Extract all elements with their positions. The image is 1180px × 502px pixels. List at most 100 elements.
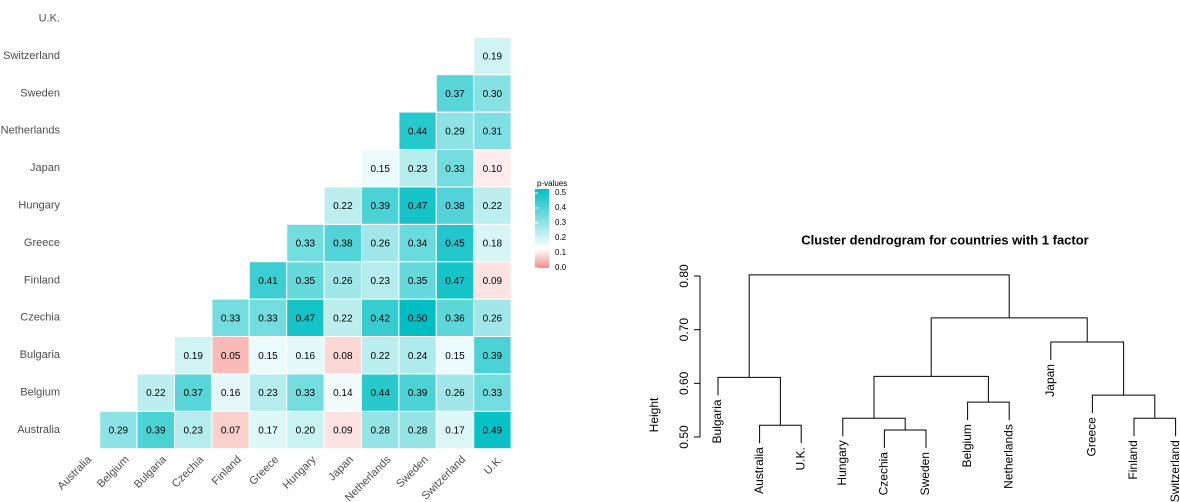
x-tick-label: Hungary [281,453,319,491]
leaf-label: Czechia [877,452,891,496]
cell-label: 0.28 [370,426,390,437]
cell-label: 0.15 [370,164,390,175]
colorbar-tick-label: 0.1 [555,248,567,257]
cell-label: 0.33 [445,164,465,175]
cell-label: 0.07 [221,426,241,437]
cell-label: 0.23 [370,276,390,287]
heat-cell [398,149,437,188]
cell-label: 0.38 [445,201,465,212]
cell-label: 0.42 [370,313,390,324]
cell-label: 0.26 [483,313,503,324]
leaf-label: Sweden [918,452,932,495]
heat-cell [323,410,363,450]
heat-cell [435,111,475,150]
heat-cell [361,298,400,338]
leaf-label: Hungary [835,440,849,485]
dendrogram-link [873,375,989,419]
leaf-label: Netherlands [1001,424,1015,489]
cell-label: 0.49 [483,426,503,437]
cell-label: 0.41 [258,276,278,287]
cell-label: 0.19 [183,351,203,362]
y-tick-label: Australia [17,424,61,436]
y-tick-label: 0.80 [677,264,691,288]
cell-label: 0.05 [221,351,241,362]
y-tick-label: Switzerland [3,50,60,62]
dendrogram-link [842,417,906,437]
cell-label: 0.14 [333,388,353,399]
heat-cell [473,111,512,150]
dendrogram-link [717,376,781,426]
cell-label: 0.24 [408,351,428,362]
heat-cell [473,298,512,338]
cell-label: 0.36 [445,313,465,324]
dendrogram-link [883,429,927,449]
heat-cell [435,223,475,263]
dendrogram-link [967,401,1010,421]
cell-label: 0.50 [408,313,428,324]
heat-cell [473,410,512,450]
cell-label: 0.09 [333,426,353,437]
cell-label: 0.15 [445,351,465,362]
dendrogram-link [1050,341,1125,396]
cell-label: 0.26 [333,276,353,287]
x-tick-label: Australia [55,453,94,492]
heat-cell [473,336,512,375]
y-tick-label: Japan [30,162,60,174]
cell-label: 0.33 [483,388,503,399]
leaf-label: Belgium [960,424,974,467]
heat-cell [211,298,250,338]
cell-label: 0.17 [445,426,465,437]
y-tick-label: Sweden [20,87,60,99]
heat-cell [398,186,437,225]
heat-cell [435,298,475,338]
heat-cell [323,336,363,375]
y-tick-label: Netherlands [1,125,61,137]
y-tick-label: Finland [24,274,60,286]
cell-label: 0.30 [483,89,503,100]
y-tick-label: Bulgaria [20,349,61,361]
cell-label: 0.39 [370,201,390,212]
x-tick-label: Sweden [394,454,431,491]
y-tick-label: Greece [24,237,60,249]
heat-cell [473,186,512,225]
cell-label: 0.28 [408,426,428,437]
heat-cell [323,186,363,225]
leaf-label: Australia [752,447,766,494]
cell-label: 0.22 [333,313,353,324]
cell-label: 0.31 [483,126,503,137]
cell-label: 0.47 [445,276,465,287]
heat-cell [286,261,325,300]
cell-label: 0.22 [370,351,390,362]
leaf-label: Bulgaria [710,399,724,443]
cell-label: 0.29 [109,426,129,437]
leaf-label: Switzerland [1168,440,1180,502]
cell-label: 0.33 [296,239,316,250]
dendrogram-link [1133,417,1177,437]
cell-label: 0.34 [408,239,428,250]
cell-label: 0.29 [445,126,465,137]
cell-label: 0.23 [183,426,203,437]
heat-cell [473,373,512,412]
y-tick-label: Hungary [18,200,60,212]
y-tick-label: U.K. [39,13,60,25]
dendrogram-link [1091,394,1156,419]
cell-label: 0.22 [146,388,166,399]
cell-label: 0.47 [408,201,428,212]
dendrogram-link [759,424,802,444]
heat-cell [435,336,475,375]
heat-cell [435,410,475,450]
y-tick-label: Czechia [20,312,61,324]
heat-cell [174,373,213,412]
colorbar-tick-label: 0.5 [555,188,567,197]
cell-label: 0.17 [258,426,278,437]
leaf-label: Japan [1043,364,1057,397]
cell-label: 0.44 [370,388,390,399]
cell-label: 0.33 [296,388,316,399]
heat-cell [211,373,250,412]
cell-label: 0.45 [445,239,465,250]
dendrogram-link [748,274,1010,378]
heat-cell [361,186,400,225]
y-tick-label: 0.70 [677,318,691,342]
y-tick-label: 0.50 [677,425,691,449]
x-tick-label: Bulgaria [132,453,170,491]
